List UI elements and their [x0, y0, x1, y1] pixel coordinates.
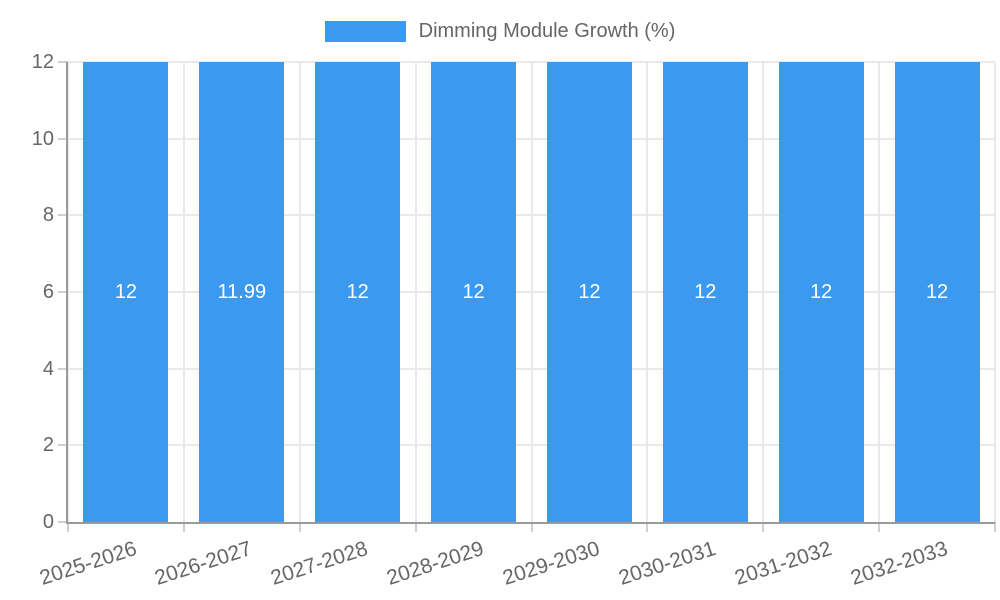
y-tick-label: 6 — [42, 281, 54, 303]
gridline-vertical — [878, 62, 881, 522]
y-axis-tick — [58, 61, 68, 63]
bar[interactable]: 12 — [894, 62, 980, 522]
y-tick-label: 2 — [42, 434, 54, 457]
x-axis-tick — [878, 522, 881, 532]
gridline-vertical — [646, 62, 649, 522]
bar[interactable]: 11.99 — [199, 62, 285, 522]
x-axis-tick — [994, 522, 996, 532]
x-tick-label: 2028-2029 — [384, 537, 487, 590]
bar-value-label: 12 — [346, 280, 369, 303]
bar-value-label: 12 — [462, 280, 485, 303]
x-tick-label: 2025-2026 — [36, 537, 140, 590]
x-axis-tick — [646, 522, 649, 532]
y-axis-line — [66, 62, 68, 524]
y-axis-tick — [58, 291, 68, 293]
x-axis-line — [66, 522, 995, 524]
bar-value-label: 12 — [925, 280, 949, 303]
bar[interactable]: 12 — [83, 62, 169, 522]
bar[interactable]: 12 — [546, 62, 632, 522]
x-axis-tick — [182, 522, 185, 532]
bar-value-label: 12 — [694, 280, 717, 303]
y-tick-label: 0 — [42, 511, 54, 533]
gridline-vertical — [67, 62, 69, 522]
legend-item[interactable]: Dimming Module Growth (%) — [324, 20, 676, 43]
x-tick-label: 2026-2027 — [152, 537, 255, 590]
x-axis-tick — [530, 522, 533, 532]
bar[interactable]: 12 — [315, 62, 401, 522]
x-tick-label: 2027-2028 — [268, 537, 371, 590]
y-axis-tick — [58, 444, 68, 447]
y-axis-tick — [58, 214, 68, 217]
bar-value-label: 12 — [810, 280, 833, 303]
y-axis-tick — [58, 521, 68, 523]
gridline-vertical — [414, 62, 417, 522]
x-tick-label: 2031-2032 — [731, 537, 835, 590]
x-tick-label: 2030-2031 — [615, 537, 719, 590]
legend: Dimming Module Growth (%) — [0, 20, 1000, 43]
y-axis-tick — [58, 137, 68, 140]
x-axis-tick — [414, 522, 417, 532]
bar[interactable]: 12 — [662, 62, 748, 522]
y-tick-label: 12 — [31, 51, 54, 73]
x-axis-tick — [67, 522, 69, 532]
gridline-vertical — [994, 62, 996, 522]
gridline-vertical — [182, 62, 185, 522]
bar[interactable]: 12 — [431, 62, 517, 522]
x-axis-tick — [298, 522, 301, 532]
x-tick-label: 2029-2030 — [499, 537, 603, 590]
legend-swatch-icon — [324, 21, 406, 42]
gridline-vertical — [298, 62, 301, 522]
x-axis-tick — [762, 522, 765, 532]
gridline-vertical — [530, 62, 533, 522]
y-axis-tick — [58, 367, 68, 370]
bar[interactable]: 12 — [778, 62, 864, 522]
y-tick-label: 10 — [31, 127, 54, 150]
bar-value-label: 12 — [578, 280, 601, 303]
bar-value-label: 11.99 — [217, 280, 267, 303]
y-tick-label: 8 — [42, 204, 54, 227]
x-tick-label: 2032-2033 — [847, 537, 951, 590]
legend-label: Dimming Module Growth (%) — [418, 20, 676, 42]
bar-value-label: 12 — [114, 280, 138, 303]
y-tick-label: 4 — [42, 357, 54, 380]
gridline-vertical — [762, 62, 765, 522]
